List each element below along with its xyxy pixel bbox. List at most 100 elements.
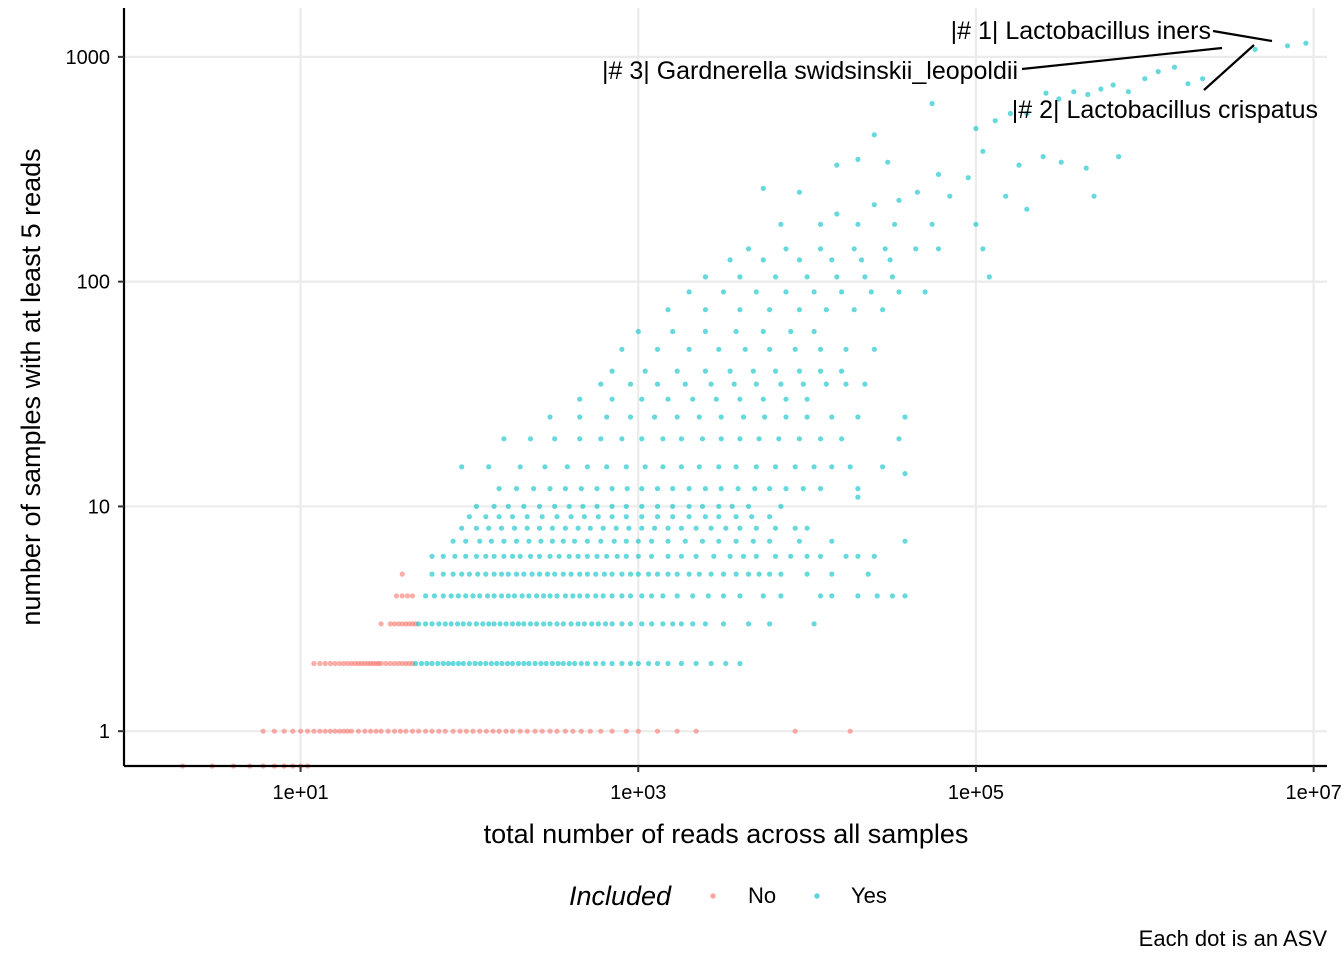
data-point-yes xyxy=(817,486,824,492)
data-point-yes xyxy=(513,538,520,544)
data-point-no xyxy=(578,728,584,734)
data-point-yes xyxy=(568,621,574,627)
data-point-no xyxy=(332,660,338,667)
data-point-yes xyxy=(678,464,685,470)
data-point-no xyxy=(345,660,351,667)
data-point-yes xyxy=(448,621,454,627)
data-point-yes xyxy=(499,660,505,667)
data-point-yes xyxy=(1016,162,1022,168)
data-point-yes xyxy=(935,246,942,252)
data-point-yes xyxy=(733,464,739,470)
data-point-no xyxy=(483,728,489,734)
data-point-yes xyxy=(702,486,709,492)
data-point-yes xyxy=(745,246,752,252)
data-point-yes xyxy=(568,571,574,577)
legend-title: Included xyxy=(569,881,672,911)
data-point-yes xyxy=(649,538,655,544)
data-point-yes xyxy=(604,553,610,559)
data-point-yes xyxy=(1056,96,1062,102)
data-point-yes xyxy=(783,289,789,295)
data-point-yes xyxy=(609,503,615,509)
data-point-yes xyxy=(922,289,928,295)
data-point-yes xyxy=(524,525,530,531)
data-point-yes xyxy=(547,414,553,420)
data-point-yes xyxy=(639,514,645,520)
data-point-yes xyxy=(577,436,583,442)
data-point-yes xyxy=(549,660,556,667)
data-point-yes xyxy=(536,503,543,509)
data-point-yes xyxy=(623,464,629,470)
data-point-yes xyxy=(843,346,849,352)
data-point-yes xyxy=(580,503,586,509)
data-point-yes xyxy=(889,274,896,280)
data-point-yes xyxy=(885,159,891,165)
data-point-yes xyxy=(448,593,454,599)
data-point-no xyxy=(429,728,435,734)
data-point-yes xyxy=(767,514,773,520)
data-point-yes xyxy=(595,514,601,520)
data-point-yes xyxy=(804,414,810,420)
data-point-yes xyxy=(570,593,576,599)
data-point-yes xyxy=(429,571,435,577)
data-point-yes xyxy=(547,553,553,559)
data-point-no xyxy=(562,728,569,734)
data-point-yes xyxy=(980,246,986,252)
data-point-yes xyxy=(602,621,609,627)
data-point-yes xyxy=(504,660,511,667)
data-point-no xyxy=(570,728,576,734)
data-point-no xyxy=(327,660,333,667)
data-point-no xyxy=(332,728,338,734)
data-point-yes xyxy=(800,486,806,492)
data-point-yes xyxy=(723,660,729,667)
data-point-yes xyxy=(509,553,516,559)
data-point-no xyxy=(391,621,398,627)
data-point-yes xyxy=(491,553,497,559)
data-point-yes xyxy=(929,221,935,227)
data-point-yes xyxy=(817,346,824,352)
data-point-yes xyxy=(459,525,465,531)
data-point-yes xyxy=(627,660,634,667)
data-point-yes xyxy=(858,257,865,263)
data-point-yes xyxy=(723,525,729,531)
data-point-yes xyxy=(509,660,516,667)
data-point-yes xyxy=(686,486,692,492)
data-point-yes xyxy=(635,328,641,335)
data-point-no xyxy=(587,728,593,734)
data-point-yes xyxy=(491,503,497,509)
data-point-yes xyxy=(619,593,625,599)
data-point-yes xyxy=(678,436,685,442)
data-point-yes xyxy=(505,503,511,509)
data-point-yes xyxy=(855,221,861,227)
data-point-yes xyxy=(627,381,634,387)
data-point-no xyxy=(317,728,323,734)
data-point-no xyxy=(436,728,442,734)
data-point-yes xyxy=(541,621,547,627)
data-point-no xyxy=(403,728,409,734)
data-point-yes xyxy=(552,571,558,577)
data-point-yes xyxy=(460,660,466,667)
data-point-yes xyxy=(486,464,492,470)
data-point-yes xyxy=(544,571,551,577)
data-point-yes xyxy=(716,464,722,470)
data-point-yes xyxy=(665,660,671,667)
data-point-yes xyxy=(555,660,561,667)
data-point-yes xyxy=(543,660,549,667)
data-point-yes xyxy=(843,553,849,559)
data-point-yes xyxy=(594,486,600,492)
data-point-yes xyxy=(804,396,810,402)
data-point-yes xyxy=(491,621,497,627)
data-point-yes xyxy=(829,538,835,544)
data-point-yes xyxy=(486,525,492,531)
data-point-yes xyxy=(484,593,491,599)
data-point-yes xyxy=(686,346,692,352)
data-point-yes xyxy=(753,553,759,559)
data-point-yes xyxy=(1083,165,1089,171)
data-point-yes xyxy=(665,571,671,577)
data-point-yes xyxy=(642,368,648,374)
data-point-yes xyxy=(513,486,520,492)
data-point-no xyxy=(524,728,530,734)
data-point-no xyxy=(378,728,384,734)
data-point-yes xyxy=(524,514,530,520)
data-point-yes xyxy=(654,514,661,520)
data-point-yes xyxy=(690,593,696,599)
